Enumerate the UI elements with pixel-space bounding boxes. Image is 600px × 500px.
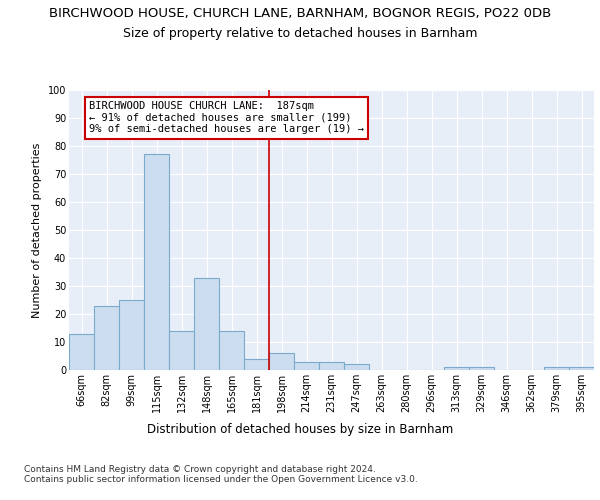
Text: Contains HM Land Registry data © Crown copyright and database right 2024.
Contai: Contains HM Land Registry data © Crown c… [24,465,418,484]
Bar [219,331,244,370]
Bar [269,353,294,370]
Bar [569,367,594,370]
Y-axis label: Number of detached properties: Number of detached properties [32,142,42,318]
Bar [119,300,144,370]
Bar [544,367,569,370]
Bar [69,334,94,370]
Bar [94,306,119,370]
Text: Size of property relative to detached houses in Barnham: Size of property relative to detached ho… [123,28,477,40]
Bar [469,367,494,370]
Bar [344,364,369,370]
Bar [194,278,219,370]
Bar [444,367,469,370]
Text: BIRCHWOOD HOUSE, CHURCH LANE, BARNHAM, BOGNOR REGIS, PO22 0DB: BIRCHWOOD HOUSE, CHURCH LANE, BARNHAM, B… [49,8,551,20]
Bar [319,362,344,370]
Text: BIRCHWOOD HOUSE CHURCH LANE:  187sqm
← 91% of detached houses are smaller (199)
: BIRCHWOOD HOUSE CHURCH LANE: 187sqm ← 91… [89,101,364,134]
Bar [144,154,169,370]
Bar [294,362,319,370]
Bar [169,331,194,370]
Text: Distribution of detached houses by size in Barnham: Distribution of detached houses by size … [147,422,453,436]
Bar [244,359,269,370]
